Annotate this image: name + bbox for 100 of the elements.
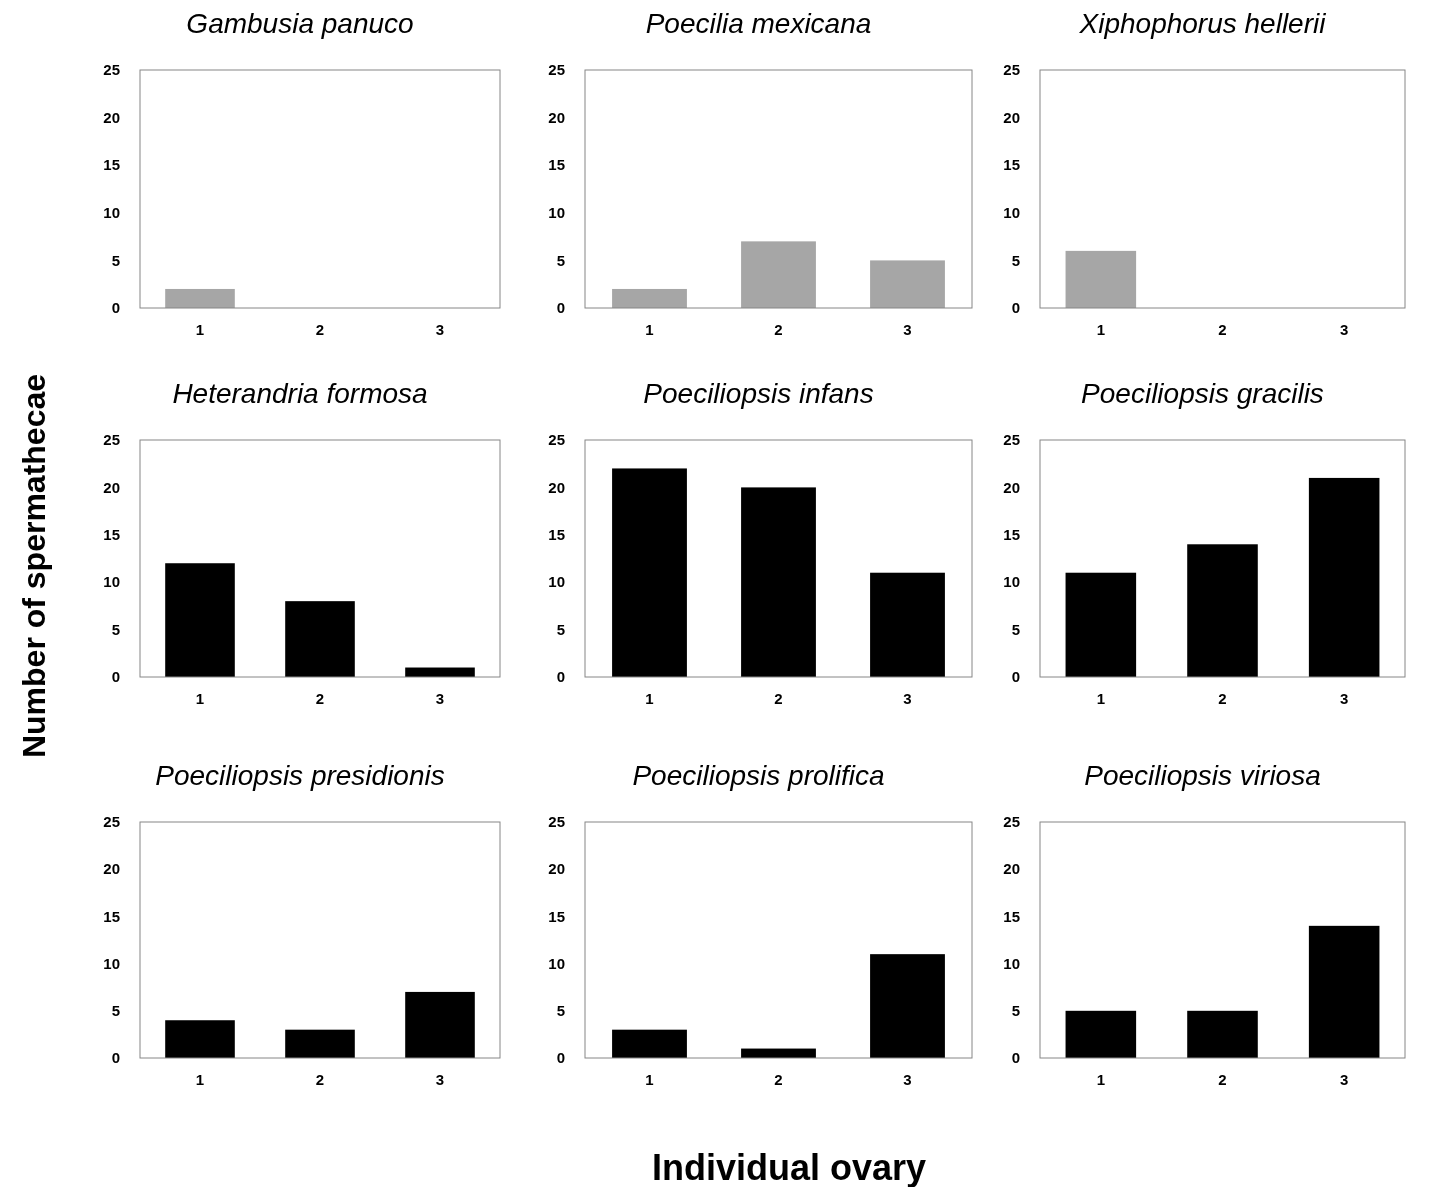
y-tick-label: 10 bbox=[1003, 954, 1020, 972]
x-tick-label: 3 bbox=[903, 1071, 912, 1088]
y-tick-label: 0 bbox=[1011, 668, 1020, 686]
y-tick-label: 20 bbox=[548, 108, 565, 126]
y-tick-label: 0 bbox=[111, 299, 120, 317]
y-tick-label: 0 bbox=[111, 668, 120, 686]
y-tick-label: 15 bbox=[1003, 526, 1020, 544]
bar bbox=[612, 468, 687, 677]
x-tick-label: 2 bbox=[774, 321, 783, 338]
x-tick-label: 3 bbox=[435, 690, 445, 707]
y-tick-label: 5 bbox=[1011, 620, 1020, 638]
chart-title: Heterandria formosa bbox=[172, 378, 428, 409]
x-tick-label: 1 bbox=[645, 690, 654, 707]
bar bbox=[165, 1020, 235, 1058]
bar bbox=[285, 1029, 355, 1058]
y-tick-label: 0 bbox=[556, 1049, 565, 1067]
y-tick-label: 20 bbox=[1003, 478, 1020, 496]
x-tick-label: 2 bbox=[774, 1071, 783, 1088]
bar bbox=[612, 288, 687, 308]
y-tick-label: 10 bbox=[1003, 573, 1020, 591]
y-tick-label: 15 bbox=[1003, 156, 1020, 174]
y-tick-label: 5 bbox=[556, 620, 565, 638]
y-tick-label: 0 bbox=[556, 668, 565, 686]
x-tick-label: 1 bbox=[645, 321, 654, 338]
y-tick-label: 15 bbox=[548, 907, 565, 925]
x-tick-label: 3 bbox=[1339, 321, 1349, 338]
y-tick-label: 25 bbox=[548, 431, 565, 449]
y-tick-label: 25 bbox=[103, 813, 120, 831]
y-tick-label: 15 bbox=[1003, 907, 1020, 925]
y-tick-label: 15 bbox=[548, 526, 565, 544]
x-tick-label: 1 bbox=[645, 1071, 654, 1088]
chart-title: Xiphophorus hellerii bbox=[1078, 8, 1327, 39]
y-tick-label: 15 bbox=[103, 907, 120, 925]
y-tick-label: 10 bbox=[103, 204, 120, 222]
x-tick-label: 3 bbox=[435, 321, 445, 338]
chart-title: Poeciliopsis viriosa bbox=[1084, 760, 1321, 791]
x-tick-label: 2 bbox=[1218, 690, 1227, 707]
chart-title: Poeciliopsis presidionis bbox=[155, 760, 445, 791]
bar bbox=[165, 563, 235, 677]
x-tick-label: 1 bbox=[1096, 1071, 1106, 1088]
y-tick-label: 20 bbox=[1003, 860, 1020, 878]
x-tick-label: 1 bbox=[1096, 690, 1106, 707]
y-tick-label: 25 bbox=[548, 813, 565, 831]
x-tick-label: 2 bbox=[774, 690, 783, 707]
y-tick-label: 0 bbox=[556, 299, 565, 317]
y-tick-label: 10 bbox=[548, 573, 565, 591]
y-tick-label: 25 bbox=[1003, 813, 1020, 831]
y-tick-label: 5 bbox=[1011, 1002, 1020, 1020]
y-tick-label: 15 bbox=[103, 156, 120, 174]
x-tick-label: 1 bbox=[195, 321, 205, 338]
y-tick-label: 10 bbox=[103, 573, 120, 591]
y-tick-label: 5 bbox=[1011, 251, 1020, 269]
y-tick-label: 0 bbox=[111, 1049, 120, 1067]
y-tick-label: 25 bbox=[1003, 61, 1020, 79]
x-tick-label: 2 bbox=[1218, 1071, 1227, 1088]
bar bbox=[870, 954, 945, 1058]
x-tick-label: 1 bbox=[195, 690, 205, 707]
x-tick-label: 2 bbox=[315, 1071, 325, 1088]
y-tick-label: 5 bbox=[111, 620, 120, 638]
y-tick-label: 5 bbox=[556, 1002, 565, 1020]
y-tick-label: 25 bbox=[1003, 431, 1020, 449]
bar bbox=[741, 487, 816, 677]
y-tick-label: 15 bbox=[548, 156, 565, 174]
bar bbox=[741, 241, 816, 308]
x-tick-label: 3 bbox=[903, 690, 912, 707]
x-tick-label: 3 bbox=[1339, 1071, 1349, 1088]
bar bbox=[870, 572, 945, 677]
x-tick-label: 1 bbox=[195, 1071, 205, 1088]
x-axis-title: Individual ovary bbox=[651, 1147, 927, 1187]
x-tick-label: 3 bbox=[1339, 690, 1349, 707]
y-tick-label: 10 bbox=[548, 204, 565, 222]
y-tick-label: 20 bbox=[548, 860, 565, 878]
x-tick-label: 2 bbox=[315, 690, 325, 707]
bar bbox=[285, 601, 355, 677]
chart-title: Poecilia mexicana bbox=[645, 8, 872, 39]
y-tick-label: 5 bbox=[111, 251, 120, 269]
y-tick-label: 20 bbox=[548, 478, 565, 496]
y-tick-label: 20 bbox=[1003, 108, 1020, 126]
y-tick-label: 20 bbox=[103, 108, 120, 126]
y-tick-label: 20 bbox=[103, 478, 120, 496]
chart-title: Poeciliopsis gracilis bbox=[1081, 378, 1324, 409]
bar bbox=[1308, 477, 1380, 677]
chart-title: Gambusia panuco bbox=[186, 8, 414, 39]
bar bbox=[612, 1029, 687, 1058]
y-tick-label: 5 bbox=[556, 251, 565, 269]
y-axis-title: Number of spermathecae bbox=[16, 373, 52, 759]
chart-title: Poeciliopsis infans bbox=[643, 378, 874, 409]
bar bbox=[1187, 544, 1258, 677]
x-tick-label: 3 bbox=[903, 321, 912, 338]
y-tick-label: 25 bbox=[103, 61, 120, 79]
y-tick-label: 0 bbox=[1011, 1049, 1020, 1067]
y-tick-label: 25 bbox=[103, 431, 120, 449]
y-tick-label: 20 bbox=[103, 860, 120, 878]
x-tick-label: 2 bbox=[315, 321, 325, 338]
y-tick-label: 10 bbox=[103, 954, 120, 972]
y-tick-label: 10 bbox=[1003, 204, 1020, 222]
y-tick-label: 10 bbox=[548, 954, 565, 972]
x-tick-label: 2 bbox=[1218, 321, 1227, 338]
y-tick-label: 0 bbox=[1011, 299, 1020, 317]
y-tick-label: 15 bbox=[103, 526, 120, 544]
